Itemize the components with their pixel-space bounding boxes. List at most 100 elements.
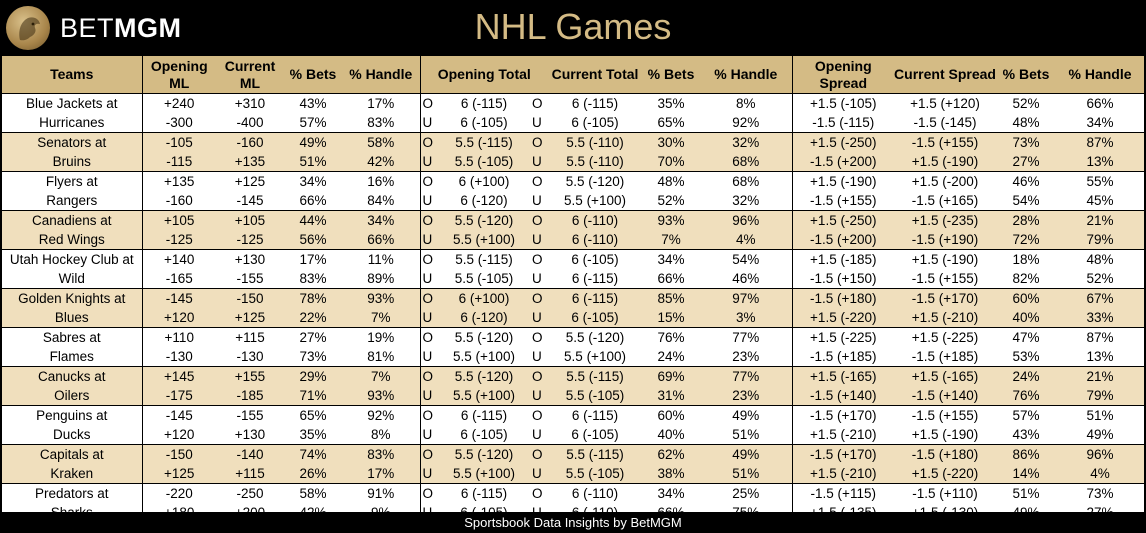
spread-handle-cell: 87%: [1056, 132, 1145, 152]
spread-bets-cell: 76%: [996, 386, 1057, 406]
spread-bets-cell: 54%: [996, 191, 1057, 211]
current-ml-cell: +105: [216, 210, 284, 230]
ml-bets-cell: 35%: [284, 425, 342, 445]
opening-spread-cell: +1.5 (-165): [791, 366, 895, 386]
team-name: Sabres at: [2, 327, 142, 347]
opening-spread-cell: +1.5 (-190): [791, 171, 895, 191]
table-row: Blues +120 +125 22% 7% U 6 (-120) U 6 (-105) 15% 3…: [2, 308, 1145, 328]
ml-handle-cell: 17%: [342, 93, 420, 113]
ml-handle-cell: 83%: [342, 444, 420, 464]
table-row: Senators at -105 -160 49% 58% O 5.5 (-115) O 5.5…: [2, 132, 1145, 152]
current-total-cell: 6 (-105): [548, 425, 643, 445]
current-ml-cell: -155: [216, 269, 284, 289]
current-ml-cell: -125: [216, 230, 284, 250]
opening-spread-cell: -1.5 (+185): [791, 347, 895, 367]
current-ml-cell: +115: [216, 464, 284, 484]
current-ml-cell: -145: [216, 191, 284, 211]
spread-bets-cell: 48%: [996, 113, 1057, 133]
team-name: Wild: [2, 269, 142, 289]
table-row: Predators at -220 -250 58% 91% O 6 (-115) O 6 (-…: [2, 483, 1145, 503]
total-handle-cell: 4%: [700, 230, 793, 250]
open-ou-cell: O: [419, 366, 438, 386]
opening-total-cell: 5.5 (-115): [438, 132, 530, 152]
spread-handle-cell: 48%: [1056, 249, 1145, 269]
spread-handle-cell: 73%: [1056, 483, 1145, 503]
ml-bets-cell: 17%: [284, 249, 342, 269]
spread-handle-cell: 66%: [1056, 93, 1145, 113]
spread-bets-cell: 24%: [996, 366, 1057, 386]
ml-handle-cell: 93%: [342, 386, 420, 406]
opening-total-cell: 5.5 (-120): [438, 366, 530, 386]
open-ou-cell: O: [419, 210, 438, 230]
ml-handle-cell: 7%: [342, 366, 420, 386]
open-ou-cell: U: [419, 269, 438, 289]
opening-total-cell: 5.5 (-120): [438, 444, 530, 464]
ml-handle-cell: 84%: [342, 191, 420, 211]
current-ou-cell: O: [530, 93, 549, 113]
current-total-cell: 5.5 (-115): [548, 366, 643, 386]
table-row: Kraken +125 +115 26% 17% U 5.5 (+100) U 5.5 (-10…: [2, 464, 1145, 484]
opening-total-cell: 5.5 (-120): [438, 210, 530, 230]
table-body: Blue Jackets at +240 +310 43% 17% O 6 (-115) O 6…: [2, 93, 1145, 522]
opening-total-cell: 5.5 (+100): [438, 464, 530, 484]
current-spread-cell: -1.5 (+165): [894, 191, 997, 211]
ml-bets-cell: 29%: [284, 366, 342, 386]
total-handle-cell: 23%: [700, 347, 793, 367]
total-bets-cell: 69%: [642, 366, 701, 386]
open-ou-cell: U: [419, 113, 438, 133]
current-spread-cell: -1.5 (+185): [894, 347, 997, 367]
col-spread-handle: % Handle: [1056, 55, 1145, 94]
current-spread-cell: +1.5 (-210): [894, 308, 997, 328]
team-name: Flames: [2, 347, 142, 367]
total-bets-cell: 40%: [642, 425, 701, 445]
ml-handle-cell: 19%: [342, 327, 420, 347]
current-total-cell: 5.5 (-120): [548, 327, 643, 347]
opening-ml-cell: +145: [141, 366, 216, 386]
col-current-spread: Current Spread: [894, 55, 997, 94]
current-ou-cell: U: [530, 425, 549, 445]
team-name: Flyers at: [2, 171, 142, 191]
table-row: Flames -130 -130 73% 81% U 5.5 (+100) U 5.5 (+10…: [2, 347, 1145, 367]
team-name: Utah Hockey Club at: [2, 249, 142, 269]
ml-handle-cell: 81%: [342, 347, 420, 367]
opening-total-cell: 6 (+100): [438, 171, 530, 191]
table-row: Blue Jackets at +240 +310 43% 17% O 6 (-115) O 6…: [2, 93, 1145, 113]
current-total-cell: 6 (-115): [548, 93, 643, 113]
opening-ml-cell: -115: [141, 152, 216, 172]
current-total-cell: 5.5 (-115): [548, 444, 643, 464]
opening-ml-cell: -160: [141, 191, 216, 211]
ml-handle-cell: 58%: [342, 132, 420, 152]
current-ml-cell: -155: [216, 405, 284, 425]
total-handle-cell: 97%: [700, 288, 793, 308]
total-handle-cell: 51%: [700, 425, 793, 445]
opening-spread-cell: -1.5 (+115): [791, 483, 895, 503]
open-ou-cell: U: [419, 230, 438, 250]
team-name: Canadiens at: [2, 210, 142, 230]
spread-bets-cell: 27%: [996, 152, 1057, 172]
team-name: Blue Jackets at: [2, 93, 142, 113]
current-spread-cell: -1.5 (+180): [894, 444, 997, 464]
table-row: Golden Knights at -145 -150 78% 93% O 6 (+100)…: [2, 288, 1145, 308]
table-row: Utah Hockey Club at +140 +130 17% 11% O 5.5 (-…: [2, 249, 1145, 269]
current-ou-cell: O: [530, 210, 549, 230]
open-ou-cell: O: [419, 405, 438, 425]
col-ml-handle: % Handle: [342, 55, 420, 94]
open-ou-cell: O: [419, 132, 438, 152]
ml-handle-cell: 7%: [342, 308, 420, 328]
current-total-cell: 6 (-110): [548, 210, 643, 230]
current-total-cell: 6 (-110): [548, 483, 643, 503]
total-handle-cell: 77%: [700, 366, 793, 386]
total-handle-cell: 23%: [700, 386, 793, 406]
current-ou-cell: O: [530, 171, 549, 191]
opening-total-cell: 5.5 (+100): [438, 230, 530, 250]
ml-handle-cell: 92%: [342, 405, 420, 425]
spread-handle-cell: 79%: [1056, 230, 1145, 250]
odds-table: Teams Opening ML Current ML % Bets % Han…: [2, 55, 1145, 522]
table-row: Flyers at +135 +125 34% 16% O 6 (+100) O 5.5 (-1…: [2, 171, 1145, 191]
lion-head-icon: [19, 17, 40, 41]
ml-bets-cell: 57%: [284, 113, 342, 133]
opening-spread-cell: +1.5 (-185): [791, 249, 895, 269]
total-bets-cell: 66%: [642, 269, 701, 289]
open-ou-cell: O: [419, 171, 438, 191]
page-title: NHL Games: [474, 6, 672, 47]
